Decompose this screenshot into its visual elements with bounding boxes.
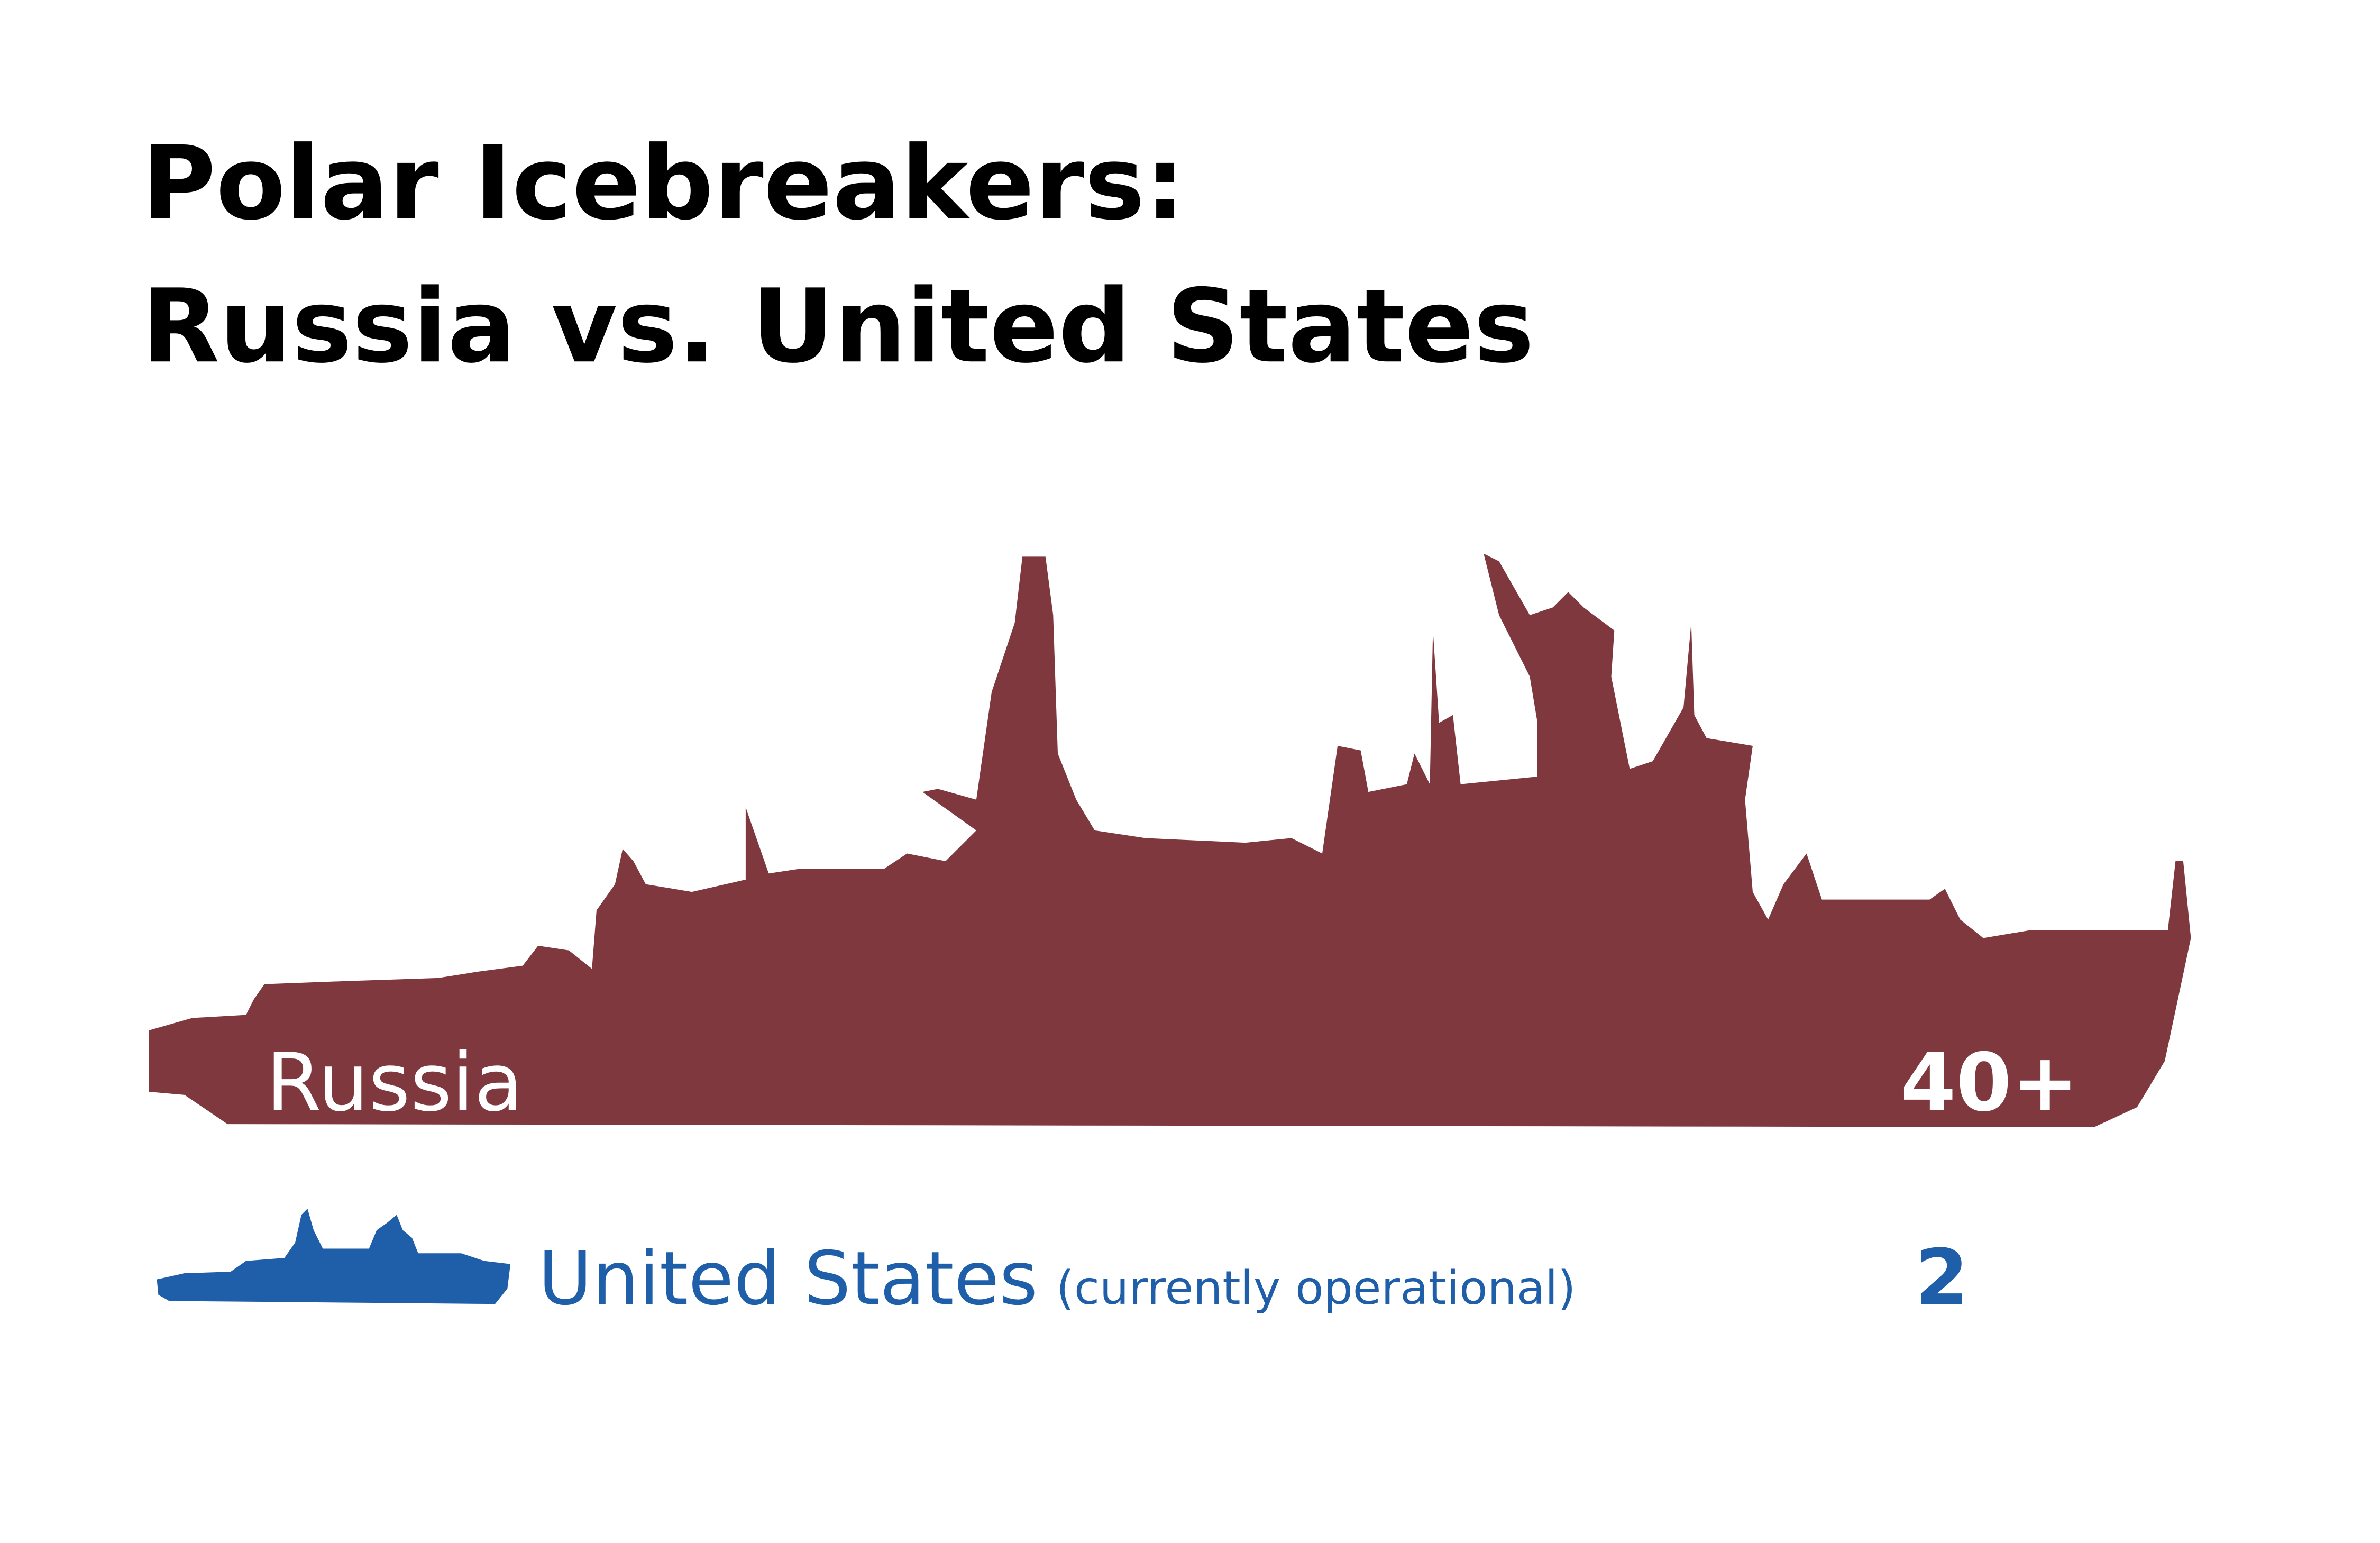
- us-count: 2: [1915, 1233, 1969, 1322]
- title-line-1: Polar Icebreakers:: [141, 125, 1185, 243]
- russia-label: Russia: [266, 1036, 523, 1129]
- us-label-note: (currently operational): [1056, 1261, 1576, 1315]
- russia-ship: [149, 553, 2191, 1127]
- us-ship: [157, 1208, 511, 1304]
- us-label: United States (currently operational): [538, 1235, 1576, 1321]
- us-label-name: United States: [538, 1235, 1038, 1321]
- russia-count: 40+: [1900, 1036, 2079, 1129]
- title-line-2: Russia vs. United States: [141, 268, 1534, 386]
